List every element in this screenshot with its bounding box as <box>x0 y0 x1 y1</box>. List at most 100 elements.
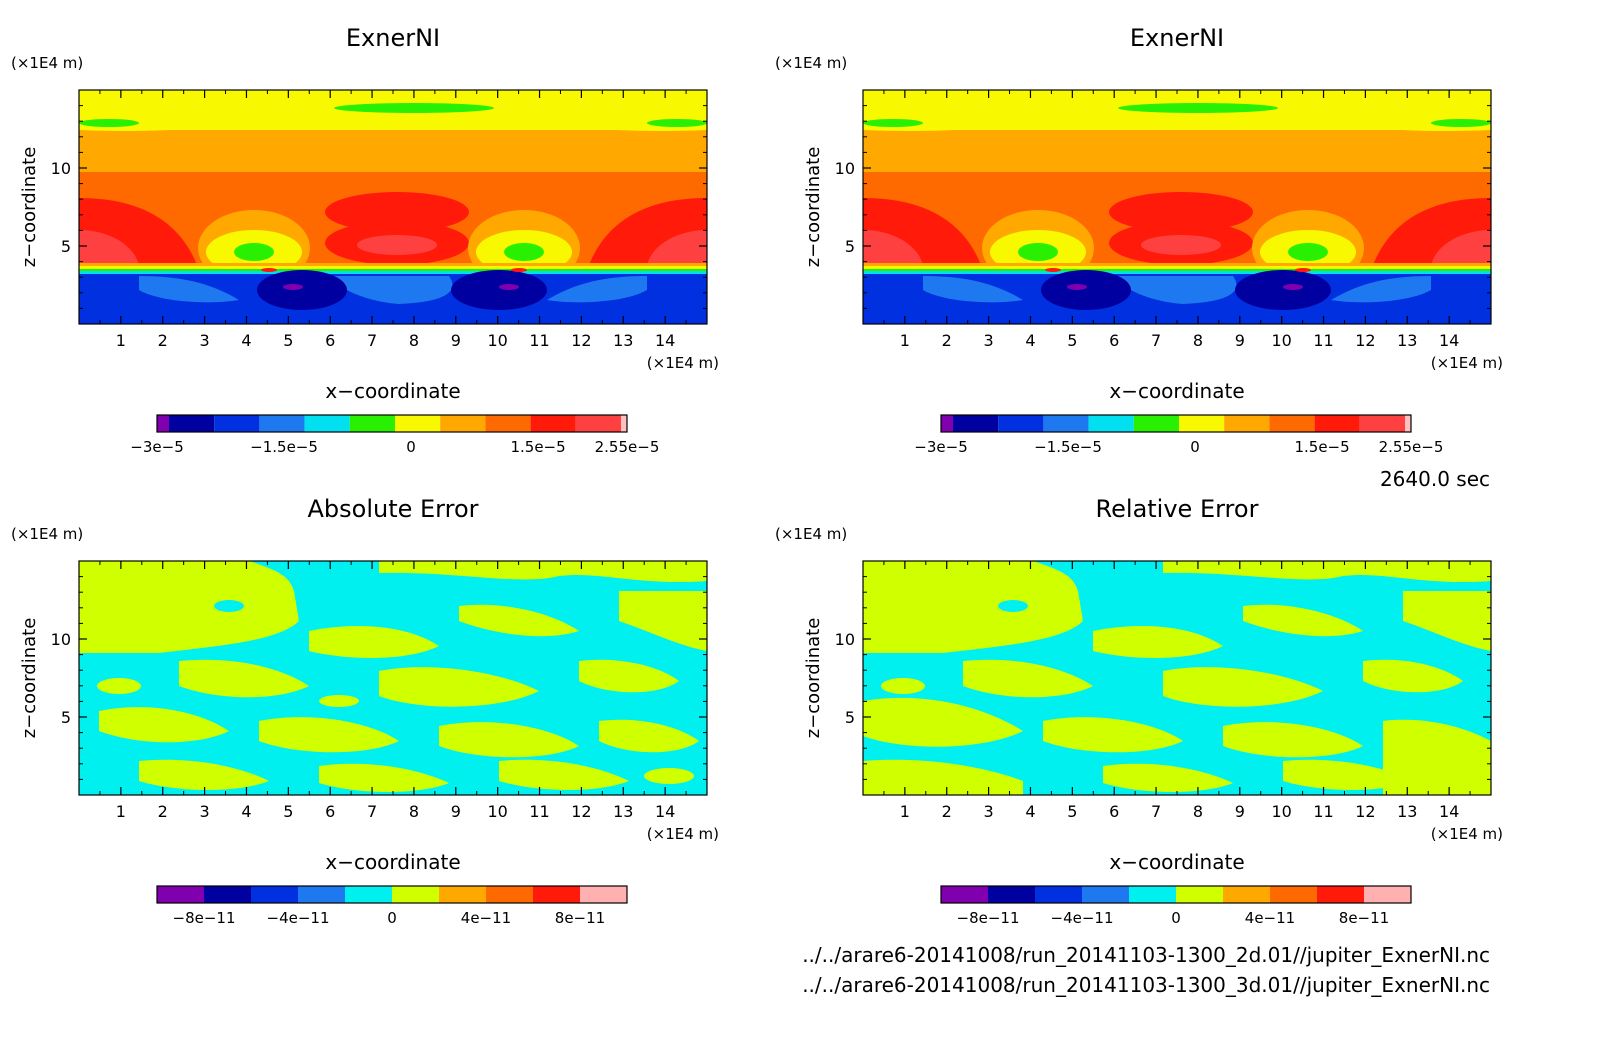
colorbar-frame <box>156 885 628 904</box>
x-tick-label: 11 <box>529 331 549 350</box>
x-tick-label: 10 <box>487 802 507 821</box>
panel-absolute-error: Absolute Error (×1E4 m) <box>11 495 719 927</box>
y-scale-label: (×1E4 m) <box>11 525 83 543</box>
x-scale-label: (×1E4 m) <box>1431 354 1503 372</box>
panel-title: Relative Error <box>1096 495 1259 523</box>
exner-field <box>863 90 1491 324</box>
colorbar-label: −3e−5 <box>914 438 967 456</box>
x-tick-label: 14 <box>1439 802 1459 821</box>
colorbar-label: −4e−11 <box>1051 909 1114 927</box>
colorbar-swatch <box>1082 886 1129 903</box>
y-tick-label: 5 <box>61 237 71 256</box>
colorbar-swatch <box>395 415 441 432</box>
colorbar-swatch <box>1359 415 1405 432</box>
y-axis-title: z−coordinate <box>803 618 824 739</box>
y-axis-title: z−coordinate <box>19 147 40 268</box>
y-scale-label: (×1E4 m) <box>775 54 847 72</box>
x-tick-label: 4 <box>1025 802 1035 821</box>
exner-field <box>79 90 707 324</box>
colorbar-swatch <box>485 415 531 432</box>
x-tick-label: 12 <box>571 331 591 350</box>
x-tick-label: 8 <box>1193 331 1203 350</box>
x-tick-label: 4 <box>241 331 251 350</box>
colorbar-swatch <box>1176 886 1223 903</box>
plot-area <box>863 90 1491 324</box>
x-axis-title: x−coordinate <box>325 379 460 403</box>
x-tick-label: 3 <box>200 802 210 821</box>
colorbar-swatch <box>941 886 988 903</box>
panel-relative-error: Relative Error (×1E4 m) <box>775 495 1503 927</box>
colorbar-swatch <box>1224 415 1270 432</box>
x-tick-label: 12 <box>1355 802 1375 821</box>
x-tick-label: 1 <box>900 802 910 821</box>
colorbar-swatch <box>1088 415 1134 432</box>
plot-area <box>79 561 707 795</box>
error-field <box>79 561 707 795</box>
colorbar-swatch <box>621 415 627 432</box>
x-tick-label: 9 <box>451 331 461 350</box>
x-tick-label: 7 <box>1151 802 1161 821</box>
colorbar-label: 0 <box>1190 438 1200 456</box>
x-tick-label: 2 <box>942 331 952 350</box>
x-tick-label: 9 <box>451 802 461 821</box>
y-tick-label: 10 <box>51 630 71 649</box>
x-tick-label: 1 <box>116 331 126 350</box>
x-tick-label: 14 <box>655 802 675 821</box>
x-tick-label: 2 <box>158 802 168 821</box>
colorbar-swatch <box>1043 415 1089 432</box>
colorbar-swatch <box>1129 886 1176 903</box>
colorbar-swatch <box>251 886 298 903</box>
x-tick-label: 2 <box>158 331 168 350</box>
x-tick-label: 10 <box>1271 802 1291 821</box>
colorbar: −8e−11 −4e−11 0 4e−11 8e−11 <box>156 885 628 927</box>
colorbar-swatch <box>1405 415 1411 432</box>
colorbar-swatch <box>169 415 215 432</box>
x-axis-title: x−coordinate <box>325 850 460 874</box>
y-scale-label: (×1E4 m) <box>775 525 847 543</box>
colorbar-swatch <box>298 886 345 903</box>
colorbar-label: 1.5e−5 <box>510 438 565 456</box>
colorbar-swatch <box>1269 415 1315 432</box>
colorbar-swatch <box>214 415 260 432</box>
panel-title: ExnerNI <box>346 24 440 52</box>
colorbar-label: 2.55e−5 <box>595 438 660 456</box>
y-scale-label: (×1E4 m) <box>11 54 83 72</box>
colorbar-swatch <box>439 886 486 903</box>
colorbar-swatch <box>304 415 350 432</box>
x-tick-label: 4 <box>241 802 251 821</box>
y-tick-label: 10 <box>51 159 71 178</box>
x-tick-label: 8 <box>1193 802 1203 821</box>
colorbar-swatch <box>440 415 486 432</box>
colorbar-label: 2.55e−5 <box>1379 438 1444 456</box>
colorbar-swatch <box>486 886 533 903</box>
x-tick-label: 5 <box>1067 331 1077 350</box>
colorbar: −8e−11 −4e−11 0 4e−11 8e−11 <box>940 885 1412 927</box>
colorbar-swatch <box>349 415 395 432</box>
colorbar-swatch <box>1270 886 1317 903</box>
x-tick-label: 6 <box>1109 802 1119 821</box>
colorbar-label: −1.5e−5 <box>1034 438 1102 456</box>
colorbar-label: 0 <box>1171 909 1181 927</box>
x-tick-label: 3 <box>200 331 210 350</box>
x-tick-label: 11 <box>1313 331 1333 350</box>
x-scale-label: (×1E4 m) <box>647 825 719 843</box>
file-path-2d: ../../arare6-20141008/run_20141103-1300_… <box>802 943 1490 967</box>
colorbar-label: 0 <box>406 438 416 456</box>
colorbar-swatch <box>157 886 204 903</box>
x-tick-label: 10 <box>1271 331 1291 350</box>
colorbar-swatch <box>1364 886 1411 903</box>
plot-area <box>79 90 707 324</box>
colorbar-swatch <box>259 415 305 432</box>
colorbar-swatch <box>345 886 392 903</box>
panel-exner-right: ExnerNI (×1E4 m) <box>775 24 1503 456</box>
x-tick-label: 6 <box>325 802 335 821</box>
panel-title: ExnerNI <box>1130 24 1224 52</box>
colorbar-swatch <box>998 415 1044 432</box>
colorbar-swatch <box>392 886 439 903</box>
y-tick-label: 10 <box>835 630 855 649</box>
file-path-3d: ../../arare6-20141008/run_20141103-1300_… <box>802 973 1490 997</box>
colorbar-swatch <box>1317 886 1364 903</box>
